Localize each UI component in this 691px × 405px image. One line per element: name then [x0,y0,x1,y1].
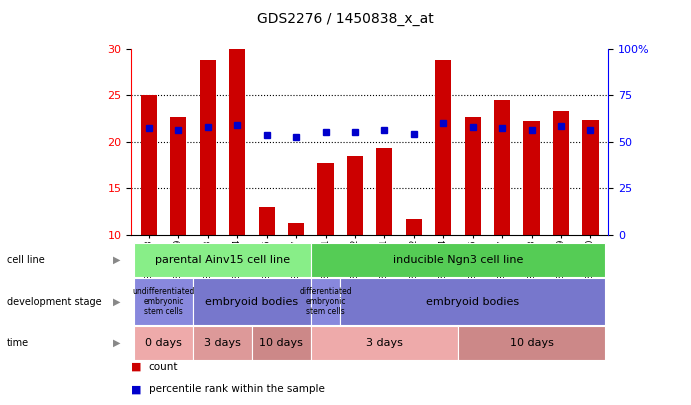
Text: embryoid bodies: embryoid bodies [426,296,519,307]
Text: time: time [7,338,29,348]
Text: parental Ainv15 cell line: parental Ainv15 cell line [155,255,290,265]
Bar [524,121,540,235]
Text: differentiated
embryonic
stem cells: differentiated embryonic stem cells [299,287,352,316]
Text: inducible Ngn3 cell line: inducible Ngn3 cell line [392,255,523,265]
Text: ■: ■ [131,384,145,394]
Bar [258,207,275,235]
Bar [583,120,598,235]
Bar [311,278,340,325]
Bar [134,243,311,277]
Bar [340,278,605,325]
Bar [458,326,605,360]
Bar [229,49,245,235]
Text: ▶: ▶ [113,296,121,307]
Text: ▶: ▶ [113,255,121,265]
Bar [252,326,311,360]
Bar [200,60,216,235]
Bar [311,243,605,277]
Bar [288,223,304,235]
Text: ▶: ▶ [113,338,121,348]
Bar [141,95,157,235]
Bar [406,219,422,235]
Text: 3 days: 3 days [204,338,241,348]
Bar [134,278,193,325]
Text: GDS2276 / 1450838_x_at: GDS2276 / 1450838_x_at [257,12,434,26]
Bar [347,156,363,235]
Text: 3 days: 3 days [366,338,403,348]
Bar [377,148,392,235]
Bar [435,60,451,235]
Text: ■: ■ [131,362,145,372]
Bar [193,278,311,325]
Text: development stage: development stage [7,296,102,307]
Bar [464,117,481,235]
Text: 0 days: 0 days [145,338,182,348]
Bar [134,326,193,360]
Bar [553,111,569,235]
Text: cell line: cell line [7,255,45,265]
Bar [494,100,510,235]
Bar [170,117,187,235]
Text: 10 days: 10 days [259,338,303,348]
Text: count: count [149,362,178,372]
Bar [311,326,458,360]
Bar [317,163,334,235]
Text: percentile rank within the sample: percentile rank within the sample [149,384,325,394]
Text: embryoid bodies: embryoid bodies [205,296,299,307]
Text: undifferentiated
embryonic
stem cells: undifferentiated embryonic stem cells [133,287,195,316]
Bar [193,326,252,360]
Text: 10 days: 10 days [510,338,553,348]
